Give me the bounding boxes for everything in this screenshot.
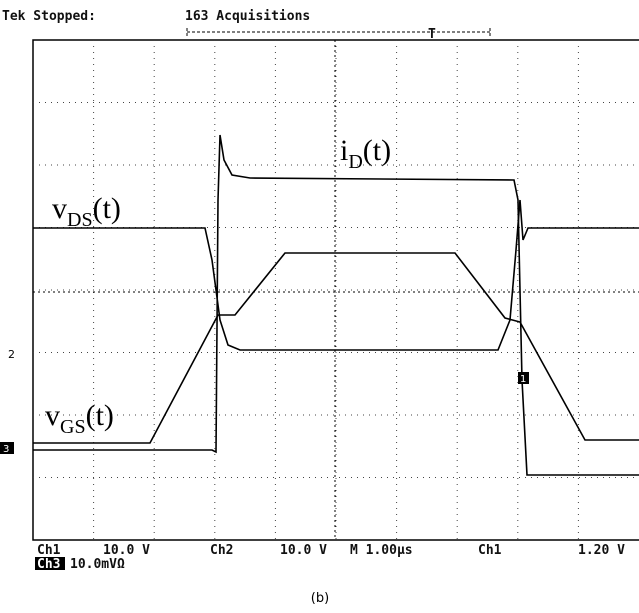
trigger-bracket	[187, 28, 490, 36]
trigger-channel: Ch1	[478, 543, 502, 558]
label-suffix: (t)	[86, 399, 114, 432]
label-sub: D	[348, 151, 362, 173]
trigger-level: 1.20 V	[578, 543, 625, 558]
acquisitions: 163 Acquisitions	[185, 9, 310, 24]
ch1-marker: 1	[520, 374, 526, 385]
ch3-marker: 3	[3, 444, 9, 455]
label-base: v	[45, 399, 60, 432]
ch2-scale: 10.0 V	[280, 543, 327, 558]
page: Tek Stopped: 163 Acquisitions T iD(t) vD…	[0, 0, 639, 613]
ch2-marker: 2	[8, 348, 15, 361]
label-base: i	[340, 134, 348, 167]
ch3-scale: 10.0mVΩ	[70, 557, 125, 572]
id-label: iD(t)	[340, 134, 391, 173]
timebase: M 1.00µs	[350, 543, 413, 558]
scope-screen: Tek Stopped: 163 Acquisitions T iD(t) vD…	[0, 0, 639, 613]
status: Tek Stopped:	[2, 9, 96, 24]
label-sub: GS	[60, 416, 86, 438]
label-suffix: (t)	[93, 192, 121, 225]
ch2: Ch2	[210, 543, 233, 558]
vds-label: vDS(t)	[52, 192, 121, 231]
vgs-label: vGS(t)	[45, 399, 114, 438]
label-base: v	[52, 192, 67, 225]
graticule	[33, 40, 639, 540]
label-sub: DS	[67, 209, 93, 231]
ch1-scale: 10.0 V	[103, 543, 150, 558]
ch3: Ch3	[37, 557, 60, 572]
caption: (b)	[311, 591, 329, 606]
ch1: Ch1	[37, 543, 61, 558]
label-suffix: (t)	[363, 134, 391, 167]
